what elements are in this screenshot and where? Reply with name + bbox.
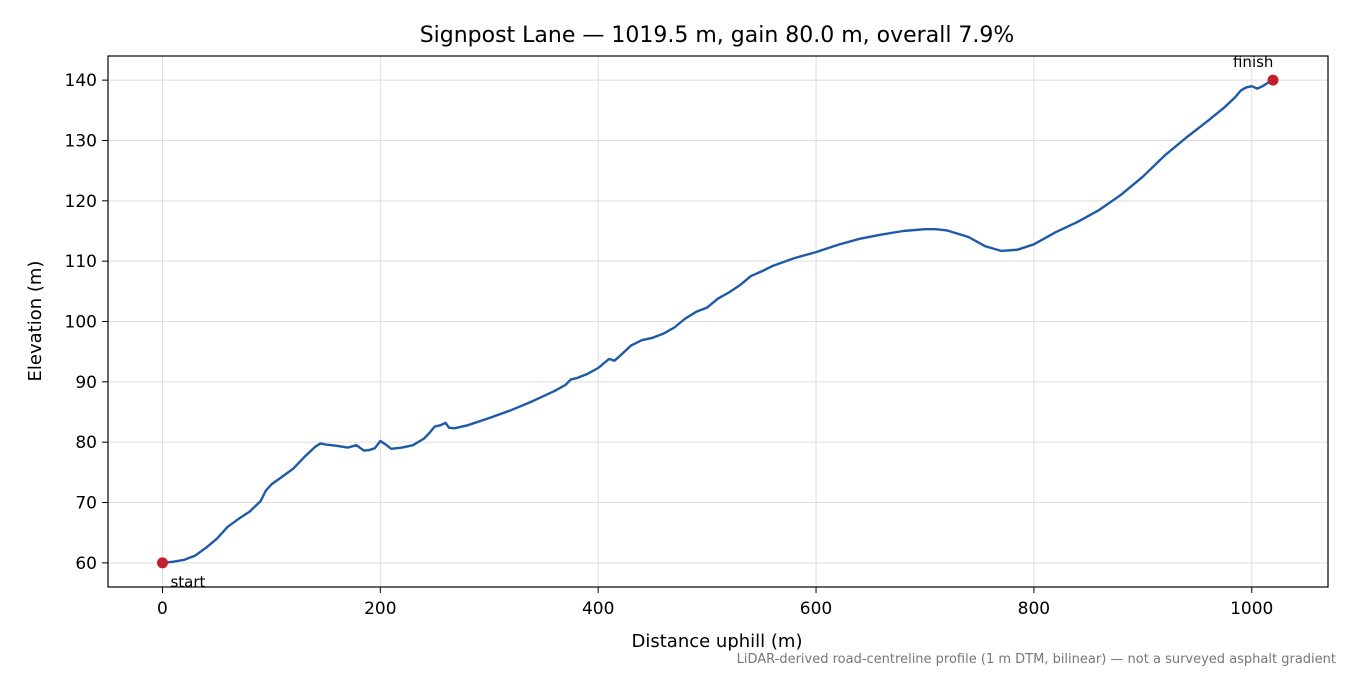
y-tick-label: 140: [65, 71, 97, 91]
x-axis-label: Distance uphill (m): [632, 631, 803, 652]
y-tick-label: 130: [65, 131, 97, 151]
y-axis-ticks: 60 70 80 90 100 110 120 130 140: [65, 71, 108, 574]
start-marker: [156, 557, 168, 569]
x-tick-label: 0: [157, 599, 168, 619]
y-tick-label: 70: [75, 494, 97, 514]
x-tick-label: 600: [800, 599, 832, 619]
y-axis-label: Elevation (m): [25, 261, 46, 382]
x-tick-label: 200: [364, 599, 396, 619]
data-source-footnote: LiDAR-derived road-centreline profile (1…: [736, 652, 1336, 667]
grid-lines: [108, 56, 1328, 587]
y-tick-label: 120: [65, 192, 97, 212]
y-tick-label: 80: [75, 433, 97, 453]
x-tick-label: 400: [582, 599, 614, 619]
endpoint-markers: start finish: [156, 53, 1279, 591]
finish-label: finish: [1233, 53, 1273, 71]
x-axis-ticks: 0 200 400 600 800 1000: [157, 587, 1273, 619]
y-tick-label: 100: [65, 313, 97, 333]
chart-title: Signpost Lane — 1019.5 m, gain 80.0 m, o…: [420, 23, 1015, 48]
elevation-line: [162, 79, 1274, 565]
y-tick-label: 110: [65, 252, 97, 272]
plot-frame: [107, 55, 1329, 588]
x-tick-label: 800: [1018, 599, 1050, 619]
x-tick-label: 1000: [1230, 599, 1273, 619]
start-label: start: [170, 573, 205, 591]
finish-marker: [1267, 74, 1279, 86]
y-tick-label: 90: [75, 373, 97, 393]
y-tick-label: 60: [75, 554, 97, 574]
